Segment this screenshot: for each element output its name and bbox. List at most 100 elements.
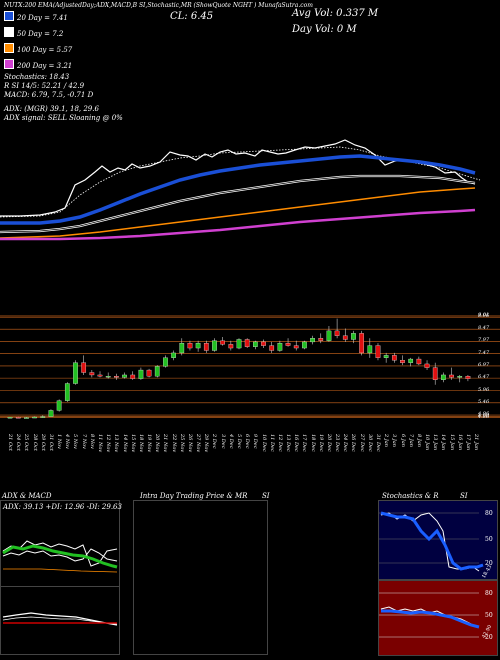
adx-subpanel: ADX: 39.13 +DI: 12.96 -DI: 29.63 <box>1 501 122 586</box>
date-axis-label: 16 Jan <box>456 434 463 451</box>
candle-body <box>179 342 185 354</box>
legend-item-100: 100 Day = 5.57 <box>4 43 123 55</box>
date-axis-label: 3 Dec <box>219 434 226 449</box>
date-axis-label: 29 Oct <box>39 434 46 451</box>
legend-item-200: 200 Day = 3.21 <box>4 59 123 71</box>
candle-body <box>457 376 463 378</box>
candle-body <box>424 363 430 368</box>
price-axis-label: 4.86 <box>478 413 490 420</box>
candle-body <box>408 358 414 363</box>
candle-body <box>465 376 471 379</box>
date-axis-label: 15 Nov <box>129 434 136 453</box>
candle-body <box>195 342 201 349</box>
date-axis-label: 17 Jan <box>464 434 471 451</box>
candle-body <box>310 338 315 343</box>
date-axis-label: 9 Dec <box>252 434 259 449</box>
candle-body <box>326 330 332 341</box>
ema-legend: 20 Day = 7.41 50 Day = 7.2 100 Day = 5.5… <box>4 11 123 123</box>
candle-body <box>187 342 193 349</box>
adx-readout: ADX: (MGR) 39.1, 18, 29.6 <box>4 105 99 113</box>
macd-readout: MACD: 6.79, 7.5, -0.71 D <box>4 91 94 99</box>
price-line <box>0 139 476 217</box>
candle-body <box>56 400 62 411</box>
candle-body <box>293 345 299 349</box>
candle-body <box>73 362 78 384</box>
legend-item-20: 20 Day = 7.41 <box>4 11 123 23</box>
date-axis-label: 15 Jan <box>448 434 455 451</box>
legend-item-50: 50 Day = 7.2 <box>4 27 123 39</box>
candle-body <box>163 357 168 367</box>
stochastics-readout: Stochastics: 18.43 <box>4 73 70 81</box>
candle-body <box>81 362 87 373</box>
candle-body <box>154 366 160 377</box>
candle-body <box>171 352 176 358</box>
candle-body <box>138 369 144 379</box>
date-axis-label: 30 Dec <box>366 434 373 452</box>
candle-body <box>391 355 397 361</box>
date-axis-label: 16 Dec <box>293 434 300 452</box>
stochastics-lines: 80 50 20 18.43 <box>379 510 493 579</box>
legend-swatch-200 <box>4 59 14 69</box>
legend-swatch-20 <box>4 11 14 21</box>
price-axis-label: 5.96 <box>478 386 490 393</box>
candle-body <box>7 417 13 419</box>
price-axis-label: 5.46 <box>478 398 490 405</box>
price-axis: 9.01 8.96 8.47 7.97 7.47 6.97 6.47 5.96 5.46 4.96… <box>476 312 500 422</box>
ema-100-line <box>0 187 476 239</box>
candle-body <box>261 341 266 346</box>
date-axis-label: 13 Nov <box>113 434 120 453</box>
adx-orange-line <box>3 568 118 573</box>
date-axis-label: 26 Nov <box>186 434 193 453</box>
average-volume: Avg Vol: 0.337 M <box>292 8 379 19</box>
date-axis-label: 19 Nov <box>146 434 153 453</box>
candle-body <box>236 339 242 349</box>
adx-di-minus-line <box>2 548 118 562</box>
date-axis-label: 27 Nov <box>195 434 202 453</box>
candle-body <box>449 374 454 378</box>
candle-body <box>97 374 103 377</box>
price-axis-label: 6.47 <box>478 374 490 381</box>
date-axis-label: 11 Nov <box>97 434 104 453</box>
price-axis-label: 7.97 <box>478 337 490 344</box>
candle-body <box>130 374 136 379</box>
stoch-axis-50: 50 <box>485 536 493 543</box>
date-axis-label: 17 Dec <box>301 434 308 452</box>
candle-body <box>432 367 438 380</box>
candle-body <box>441 374 446 380</box>
adx-di-plus-line <box>2 540 118 567</box>
date-axis-label: 21 Jan <box>473 434 480 451</box>
candle-body <box>277 342 283 351</box>
candle-body <box>32 416 37 419</box>
rsi-axis-80: 80 <box>485 590 493 597</box>
ema-200-line <box>0 208 476 241</box>
date-axis-label: 10 Jan <box>424 434 431 451</box>
stochastics-title-right: SI <box>460 492 468 500</box>
date-axis-label: 13 Jan <box>432 434 439 451</box>
date-axis-label: 1 Nov <box>56 434 63 449</box>
date-axis-label: 10 Dec <box>260 434 267 452</box>
candle-body <box>64 383 70 401</box>
candle-body <box>383 355 389 358</box>
candle-body <box>318 338 324 341</box>
date-axis-label: 2 Dec <box>211 434 218 449</box>
date-axis-label: 13 Dec <box>285 434 292 452</box>
price-axis-label: 4.90 <box>478 412 490 419</box>
candle-body <box>203 342 209 351</box>
ema-50-shadow <box>0 175 476 233</box>
date-axis-label: 5 Nov <box>72 434 79 449</box>
candle-body <box>400 360 405 363</box>
candle-body <box>24 417 29 419</box>
date-axis-label: 27 Dec <box>358 434 365 452</box>
date-axis-label: 24 Dec <box>342 434 349 452</box>
rsi-axis-50: 50 <box>485 612 493 619</box>
date-axis-label: 25 Oct <box>23 434 30 451</box>
price-axis-label: 8.96 <box>478 313 490 320</box>
candle-body <box>302 341 307 349</box>
date-axis-label: 29 Nov <box>203 434 210 453</box>
ema-50-line <box>0 174 476 234</box>
candle-body <box>48 410 54 417</box>
rsi-lines: 80 50 20 42.90 <box>379 590 493 641</box>
stoch-k-line <box>380 512 480 572</box>
macd-lines <box>2 612 118 626</box>
adx-signal: ADX signal: SELL Sloaning @ 0% <box>4 114 123 122</box>
